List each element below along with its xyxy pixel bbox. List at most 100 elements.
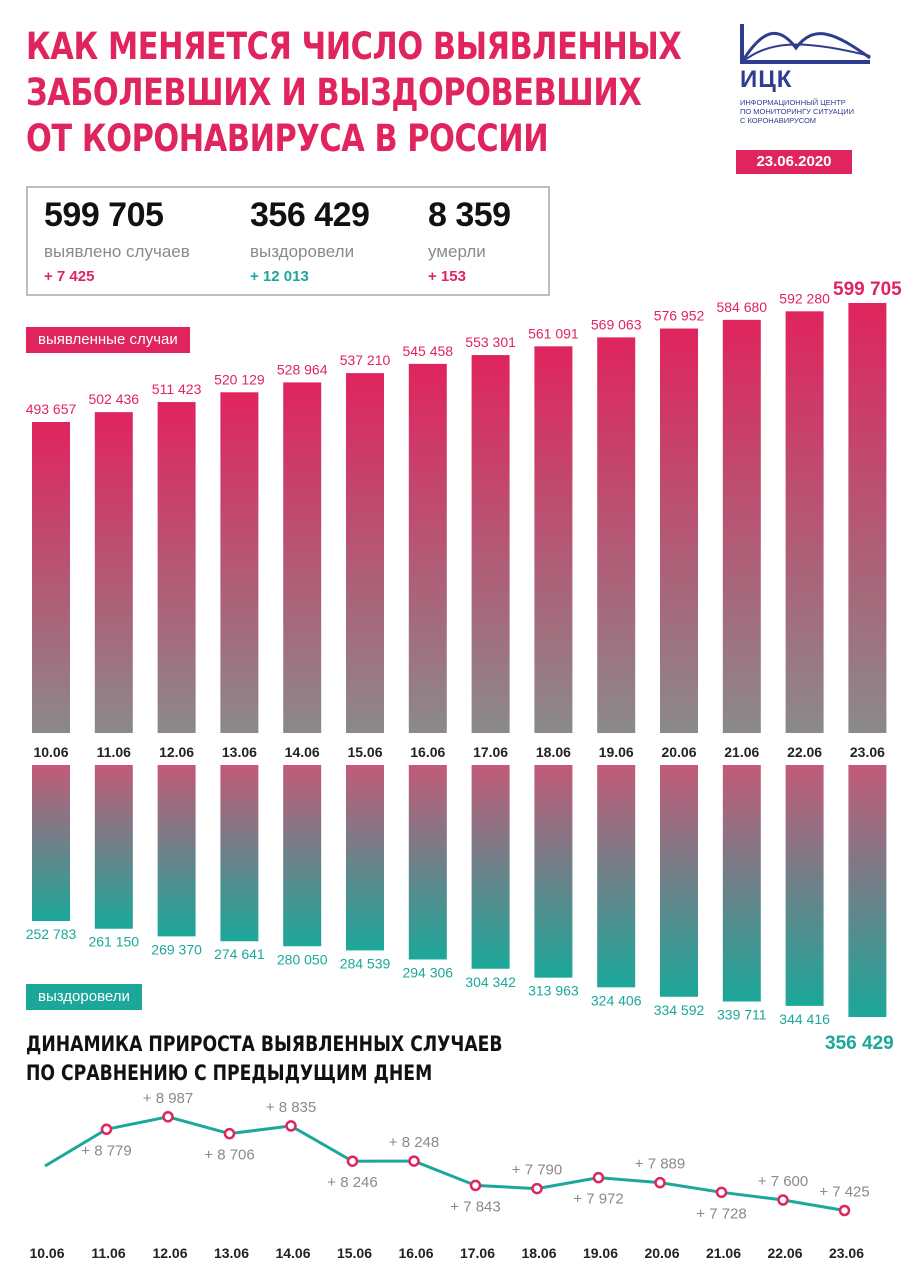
recovered-bars: 252 783 261 150 269 370 274 641 280 050 284 5…	[26, 765, 894, 1054]
section-tag-cases: выявленные случаи	[26, 327, 190, 353]
cases-bar-label: 553 301	[465, 334, 516, 350]
cases-bar	[32, 422, 70, 733]
cases-bar	[283, 382, 322, 733]
cases-bar	[346, 373, 384, 733]
title-line-2: заболевших и выздоровевших	[26, 71, 642, 114]
recovered-bar-label: 304 342	[465, 974, 516, 990]
date-label: 20.06	[661, 744, 696, 760]
line-date-label: 19.06	[583, 1245, 618, 1261]
recovered-bar	[597, 765, 636, 988]
growth-point	[223, 1127, 236, 1140]
cases-bar	[157, 402, 196, 733]
line-date-label: 16.06	[398, 1245, 433, 1261]
growth-point	[346, 1155, 359, 1167]
cases-bar-label: 502 436	[88, 391, 139, 407]
cases-bar-label: 576 952	[654, 308, 705, 324]
cases-bar	[534, 346, 573, 733]
cases-bar	[722, 319, 761, 733]
cases-bar-label: 511 423	[152, 381, 202, 397]
growth-point	[838, 1204, 851, 1217]
growth-point	[408, 1155, 420, 1167]
stat-deaths-value: 8 359	[428, 196, 511, 234]
recovered-bar-label: 274 641	[214, 946, 265, 962]
recovered-bar-label: 324 406	[591, 992, 642, 1008]
growth-label: + 8 779	[81, 1142, 131, 1159]
stat-recovered-value: 356 429	[250, 196, 370, 234]
growth-label: + 8 835	[266, 1099, 316, 1116]
date-label: 18.06	[536, 744, 571, 760]
logo-mountain-icon	[740, 24, 871, 64]
date-label: 16.06	[410, 744, 445, 760]
recovered-bar-label: 313 963	[528, 983, 579, 999]
line-date-label: 14.06	[275, 1245, 310, 1261]
cases-bar	[408, 363, 447, 733]
cases-bar-label: 493 657	[26, 401, 77, 417]
cases-bar	[660, 328, 698, 733]
cases-bars: 493 657 502 436 511 423 520 129 528 964 537 2…	[26, 279, 902, 733]
logo-text-line: по мониторингу ситуации	[740, 107, 854, 116]
growth-label: + 7 425	[819, 1184, 869, 1201]
recovered-bar	[534, 765, 573, 978]
stat-deaths-label: умерли	[428, 242, 486, 261]
recovered-bar	[722, 765, 761, 1002]
recovered-bar-label: 261 150	[88, 934, 139, 950]
line-date-label: 20.06	[644, 1245, 679, 1261]
recovered-bar-label: 294 306	[402, 964, 453, 980]
cases-bar-label: 537 210	[340, 352, 391, 368]
cases-bar-label: 599 705	[833, 279, 902, 300]
line-date-label: 10.06	[29, 1245, 64, 1261]
growth-point	[285, 1120, 297, 1132]
line-date-label: 21.06	[706, 1245, 741, 1261]
recovered-bar	[220, 765, 259, 942]
cases-bar-label: 528 964	[277, 361, 328, 377]
cases-bar-label: 520 129	[214, 371, 265, 387]
recovered-bar-label: 269 370	[151, 941, 202, 957]
dynamics-title: Динамика прироста выявленных случаев по …	[26, 1030, 503, 1088]
growth-label: + 8 248	[389, 1134, 439, 1151]
date-label: 23.06	[850, 744, 885, 760]
recovered-bar	[94, 765, 133, 929]
cases-bar-label: 561 091	[528, 325, 579, 341]
date-label: 12.06	[159, 744, 194, 760]
cases-bar	[220, 392, 259, 733]
cases-bar-label: 592 280	[779, 290, 830, 306]
date-label: 19.06	[599, 744, 634, 760]
date-label: 13.06	[222, 744, 257, 760]
recovered-bar	[346, 765, 384, 951]
growth-point	[100, 1123, 113, 1136]
date-labels: 10.06 11.06 12.06 13.06 14.06 15.06 16.06 17.06…	[33, 744, 885, 760]
recovered-bar-label: 344 416	[779, 1011, 830, 1027]
recovered-bar-label: 356 429	[825, 1033, 894, 1054]
growth-line	[44, 1115, 845, 1212]
line-date-label: 13.06	[214, 1245, 249, 1261]
stat-cases-label: выявлено случаев	[44, 242, 190, 261]
recovered-bar	[848, 765, 887, 1017]
growth-label: + 7 843	[450, 1198, 500, 1215]
cases-bar	[597, 337, 636, 733]
growth-label: + 7 889	[635, 1156, 685, 1173]
date-badge: 23.06.2020	[736, 150, 852, 174]
date-label: 21.06	[724, 744, 759, 760]
growth-point	[469, 1179, 482, 1192]
logo: ИЦК информационный центр по мониторингу …	[738, 20, 878, 125]
line-date-label: 22.06	[767, 1245, 802, 1261]
growth-point	[654, 1176, 666, 1189]
date-label: 22.06	[787, 744, 822, 760]
line-date-label: 17.06	[460, 1245, 495, 1261]
growth-point	[715, 1186, 728, 1199]
growth-label: + 8 246	[327, 1174, 377, 1191]
growth-label: + 7 972	[573, 1191, 623, 1208]
date-label: 10.06	[33, 744, 68, 760]
recovered-bar-label: 334 592	[654, 1002, 705, 1018]
line-date-label: 23.06	[829, 1245, 864, 1261]
dynamics-title-line-2: по сравнению с предыдущим днем	[26, 1061, 433, 1085]
cases-bar-label: 569 063	[591, 316, 642, 332]
cases-bar	[94, 412, 133, 733]
growth-point	[592, 1171, 605, 1184]
title-line-3: от коронавируса в России	[26, 117, 549, 160]
cases-bar	[785, 311, 824, 733]
date-label: 11.06	[97, 744, 131, 760]
logo-abbr: ИЦК	[740, 66, 793, 93]
growth-label: + 7 790	[512, 1162, 562, 1179]
stat-recovered-label: выздоровели	[250, 242, 355, 261]
